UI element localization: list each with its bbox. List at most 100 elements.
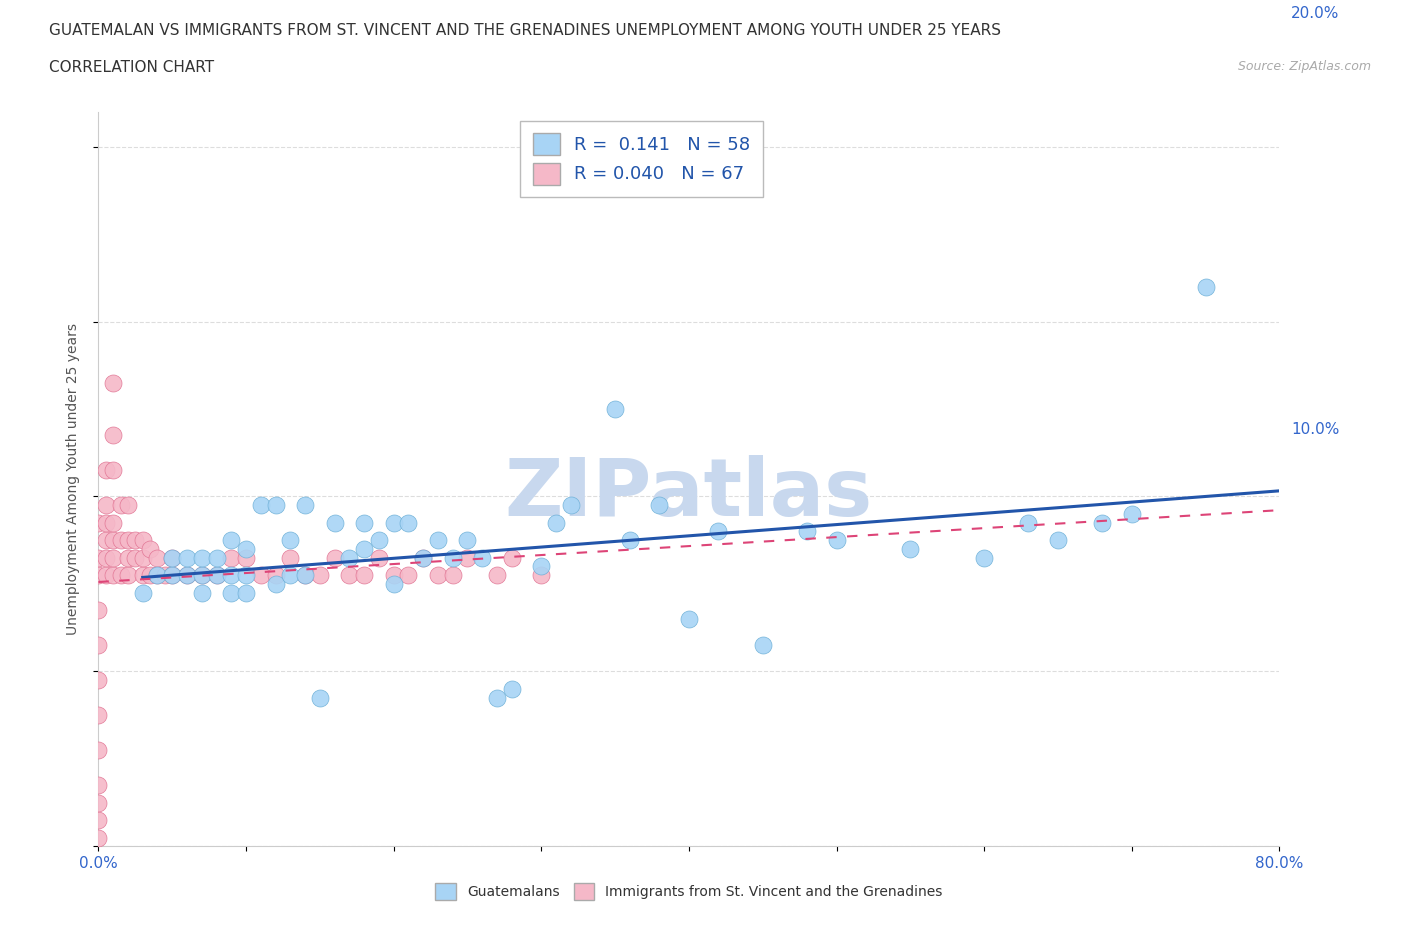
Point <box>250 567 273 582</box>
Point <box>264 577 287 591</box>
Point <box>191 551 214 565</box>
Point <box>235 551 257 565</box>
Point <box>146 551 169 565</box>
Point <box>264 498 287 512</box>
Point <box>103 551 125 565</box>
Point <box>294 567 316 582</box>
Point <box>205 567 228 582</box>
Point <box>323 551 346 565</box>
Point <box>309 567 332 582</box>
Point <box>396 515 419 530</box>
Point <box>87 813 110 828</box>
Point <box>353 567 375 582</box>
Point <box>501 682 523 697</box>
Point <box>605 402 627 417</box>
Point <box>162 551 183 565</box>
Point <box>278 533 302 548</box>
Point <box>412 551 434 565</box>
Point <box>103 515 125 530</box>
Point <box>103 428 125 443</box>
Point <box>396 567 419 582</box>
Point <box>707 524 730 538</box>
Point <box>323 515 346 530</box>
Point <box>456 533 478 548</box>
Point <box>87 672 110 687</box>
Point <box>441 551 464 565</box>
Point <box>751 638 773 653</box>
Point <box>103 567 125 582</box>
Point <box>110 498 132 512</box>
Point <box>94 533 117 548</box>
Point <box>132 585 155 600</box>
Point <box>146 567 169 582</box>
Point <box>278 567 302 582</box>
Point <box>337 567 360 582</box>
Text: GUATEMALAN VS IMMIGRANTS FROM ST. VINCENT AND THE GRENADINES UNEMPLOYMENT AMONG : GUATEMALAN VS IMMIGRANTS FROM ST. VINCEN… <box>49 23 1001 38</box>
Point <box>382 515 405 530</box>
Point <box>162 567 183 582</box>
Point <box>219 585 242 600</box>
Point <box>427 567 450 582</box>
Point <box>117 567 139 582</box>
Point <box>486 690 509 705</box>
Point <box>153 567 176 582</box>
Text: Source: ZipAtlas.com: Source: ZipAtlas.com <box>1237 60 1371 73</box>
Point <box>117 551 139 565</box>
Point <box>191 585 214 600</box>
Point <box>456 551 478 565</box>
Point <box>117 533 139 548</box>
Text: 10.0%: 10.0% <box>1291 422 1340 437</box>
Point <box>412 551 434 565</box>
Point <box>1017 515 1039 530</box>
Point <box>278 551 302 565</box>
Point <box>973 551 995 565</box>
Point <box>441 567 464 582</box>
Point <box>176 567 198 582</box>
Point <box>219 551 242 565</box>
Point <box>648 498 671 512</box>
Text: ZIPatlas: ZIPatlas <box>505 455 873 533</box>
Point <box>87 603 110 618</box>
Point <box>678 611 700 626</box>
Point <box>94 463 117 478</box>
Point <box>294 567 316 582</box>
Point <box>796 524 818 538</box>
Point <box>309 690 332 705</box>
Legend: Guatemalans, Immigrants from St. Vincent and the Grenadines: Guatemalans, Immigrants from St. Vincent… <box>429 877 949 906</box>
Y-axis label: Unemployment Among Youth under 25 years: Unemployment Among Youth under 25 years <box>66 323 80 635</box>
Point <box>124 551 146 565</box>
Point <box>191 567 214 582</box>
Point <box>427 533 450 548</box>
Point <box>103 533 125 548</box>
Point <box>250 498 273 512</box>
Point <box>1046 533 1069 548</box>
Point <box>235 541 257 556</box>
Point <box>1195 279 1218 294</box>
Point <box>235 585 257 600</box>
Point <box>219 567 242 582</box>
Point <box>235 567 257 582</box>
Point <box>87 830 110 845</box>
Point <box>176 567 198 582</box>
Point <box>382 567 405 582</box>
Point <box>87 708 110 723</box>
Point <box>825 533 848 548</box>
Point <box>219 533 242 548</box>
Point <box>87 795 110 810</box>
Text: 20.0%: 20.0% <box>1291 6 1340 20</box>
Point <box>132 551 155 565</box>
Point <box>162 551 183 565</box>
Point <box>530 559 553 574</box>
Point <box>264 567 287 582</box>
Point <box>368 551 391 565</box>
Point <box>94 515 117 530</box>
Point <box>110 567 132 582</box>
Point <box>94 551 117 565</box>
Point <box>337 551 360 565</box>
Point <box>205 567 228 582</box>
Text: CORRELATION CHART: CORRELATION CHART <box>49 60 214 75</box>
Point <box>124 533 146 548</box>
Point <box>501 551 523 565</box>
Point <box>139 567 162 582</box>
Point <box>87 743 110 758</box>
